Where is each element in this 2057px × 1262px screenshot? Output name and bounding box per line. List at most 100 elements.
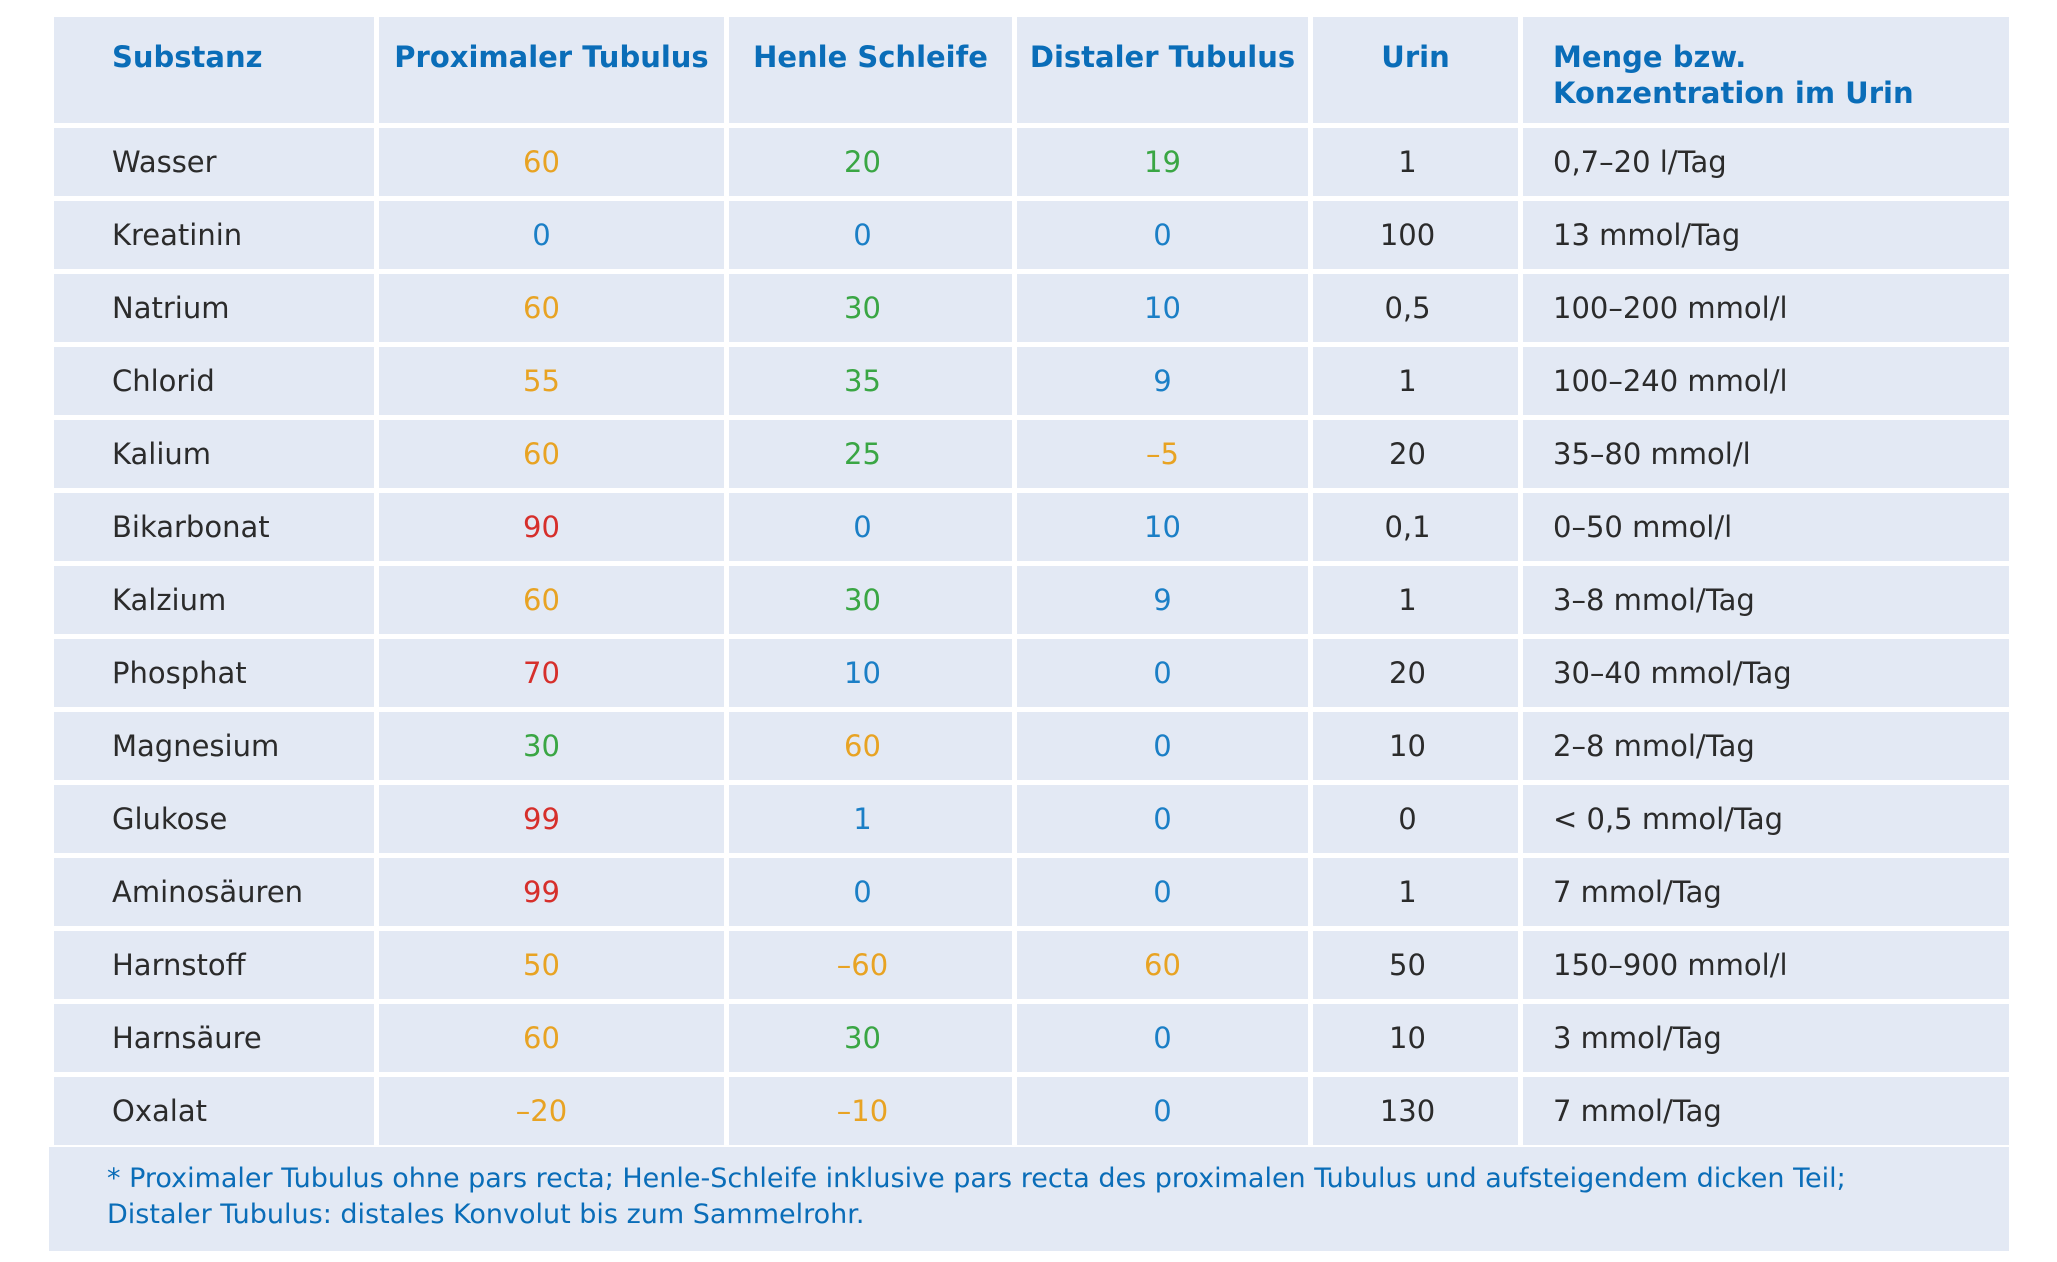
cell-distal: 0 — [1012, 853, 1313, 931]
header-substanz: Substanz — [49, 12, 379, 128]
cell-proximal: 60 — [374, 269, 729, 347]
cell-distal: 19 — [1012, 123, 1313, 201]
cell-proximal: 30 — [374, 707, 729, 785]
cell-distal: 0 — [1012, 634, 1313, 712]
cell-urin: 1 — [1308, 342, 1523, 420]
cell-substanz: Harnstoff — [49, 926, 379, 1004]
header-menge: Menge bzw. Konzentration im Urin — [1518, 12, 2014, 128]
table-row: Kalium 60 25 –5 20 35–80 mmol/l — [49, 415, 2014, 493]
table-row: Chlorid 55 35 9 1 100–240 mmol/l — [49, 342, 2014, 420]
cell-proximal: 60 — [374, 415, 729, 493]
cell-distal: 0 — [1012, 707, 1313, 785]
cell-menge: 3 mmol/Tag — [1518, 999, 2014, 1077]
cell-distal: 0 — [1012, 1072, 1313, 1150]
header-distal: Distaler Tubulus — [1012, 12, 1313, 128]
cell-distal: 0 — [1012, 999, 1313, 1077]
cell-proximal: 0 — [374, 196, 729, 274]
table-row: Harnstoff 50 –60 60 50 150–900 mmol/l — [49, 926, 2014, 1004]
cell-menge: 7 mmol/Tag — [1518, 1072, 2014, 1150]
footnote: * Proximaler Tubulus ohne pars recta; He… — [49, 1147, 2009, 1251]
cell-substanz: Chlorid — [49, 342, 379, 420]
table-row: Bikarbonat 90 0 10 0,1 0–50 mmol/l — [49, 488, 2014, 566]
cell-henle: 30 — [724, 561, 1017, 639]
cell-proximal: 50 — [374, 926, 729, 1004]
table-row: Kalzium 60 30 9 1 3–8 mmol/Tag — [49, 561, 2014, 639]
cell-substanz: Kreatinin — [49, 196, 379, 274]
cell-henle: 0 — [724, 196, 1017, 274]
cell-distal: 60 — [1012, 926, 1313, 1004]
table-row: Magnesium 30 60 0 10 2–8 mmol/Tag — [49, 707, 2014, 785]
table-row: Aminosäuren 99 0 0 1 7 mmol/Tag — [49, 853, 2014, 931]
cell-menge: 13 mmol/Tag — [1518, 196, 2014, 274]
cell-urin: 0 — [1308, 780, 1523, 858]
cell-henle: 10 — [724, 634, 1017, 712]
cell-substanz: Harnsäure — [49, 999, 379, 1077]
cell-substanz: Bikarbonat — [49, 488, 379, 566]
cell-urin: 10 — [1308, 999, 1523, 1077]
cell-urin: 1 — [1308, 561, 1523, 639]
cell-substanz: Glukose — [49, 780, 379, 858]
cell-distal: 0 — [1012, 780, 1313, 858]
cell-substanz: Kalium — [49, 415, 379, 493]
cell-urin: 20 — [1308, 415, 1523, 493]
cell-substanz: Kalzium — [49, 561, 379, 639]
cell-substanz: Oxalat — [49, 1072, 379, 1150]
cell-henle: 25 — [724, 415, 1017, 493]
cell-urin: 1 — [1308, 123, 1523, 201]
cell-menge: 35–80 mmol/l — [1518, 415, 2014, 493]
cell-proximal: 99 — [374, 853, 729, 931]
header-proximal: Proximaler Tubulus — [374, 12, 729, 128]
cell-henle: –60 — [724, 926, 1017, 1004]
cell-distal: 9 — [1012, 561, 1313, 639]
reabsorption-table: Substanz Proximaler Tubulus Henle Schlei… — [49, 12, 2014, 1150]
cell-distal: 0 — [1012, 196, 1313, 274]
cell-menge: 3–8 mmol/Tag — [1518, 561, 2014, 639]
cell-henle: 30 — [724, 269, 1017, 347]
cell-substanz: Magnesium — [49, 707, 379, 785]
cell-henle: 0 — [724, 853, 1017, 931]
cell-urin: 50 — [1308, 926, 1523, 1004]
cell-distal: 9 — [1012, 342, 1313, 420]
cell-distal: 10 — [1012, 488, 1313, 566]
cell-menge: 100–200 mmol/l — [1518, 269, 2014, 347]
cell-henle: –10 — [724, 1072, 1017, 1150]
table-row: Kreatinin 0 0 0 100 13 mmol/Tag — [49, 196, 2014, 274]
cell-urin: 0,1 — [1308, 488, 1523, 566]
footnote-line-2: Distaler Tubulus: distales Konvolut bis … — [107, 1199, 865, 1230]
cell-henle: 30 — [724, 999, 1017, 1077]
cell-henle: 20 — [724, 123, 1017, 201]
cell-henle: 0 — [724, 488, 1017, 566]
cell-menge: 100–240 mmol/l — [1518, 342, 2014, 420]
table-row: Harnsäure 60 30 0 10 3 mmol/Tag — [49, 999, 2014, 1077]
cell-substanz: Phosphat — [49, 634, 379, 712]
cell-substanz: Wasser — [49, 123, 379, 201]
table-row: Oxalat –20 –10 0 130 7 mmol/Tag — [49, 1072, 2014, 1150]
cell-urin: 100 — [1308, 196, 1523, 274]
cell-proximal: –20 — [374, 1072, 729, 1150]
cell-menge: 150–900 mmol/l — [1518, 926, 2014, 1004]
header-henle: Henle Schleife — [724, 12, 1017, 128]
cell-urin: 0,5 — [1308, 269, 1523, 347]
cell-menge: 30–40 mmol/Tag — [1518, 634, 2014, 712]
cell-menge: 0,7–20 l/Tag — [1518, 123, 2014, 201]
cell-henle: 1 — [724, 780, 1017, 858]
cell-urin: 130 — [1308, 1072, 1523, 1150]
cell-proximal: 60 — [374, 999, 729, 1077]
table-body: Wasser 60 20 19 1 0,7–20 l/Tag Kreatinin 0 0 0 100… — [49, 123, 2014, 1150]
cell-distal: 10 — [1012, 269, 1313, 347]
header-row: Substanz Proximaler Tubulus Henle Schlei… — [49, 12, 2014, 128]
table-row: Wasser 60 20 19 1 0,7–20 l/Tag — [49, 123, 2014, 201]
cell-proximal: 90 — [374, 488, 729, 566]
cell-substanz: Aminosäuren — [49, 853, 379, 931]
cell-menge: < 0,5 mmol/Tag — [1518, 780, 2014, 858]
cell-menge: 2–8 mmol/Tag — [1518, 707, 2014, 785]
footnote-line-1: * Proximaler Tubulus ohne pars recta; He… — [107, 1163, 1846, 1194]
cell-urin: 20 — [1308, 634, 1523, 712]
reabsorption-table-container: Substanz Proximaler Tubulus Henle Schlei… — [49, 12, 2014, 1150]
cell-proximal: 60 — [374, 123, 729, 201]
cell-menge: 0–50 mmol/l — [1518, 488, 2014, 566]
table-row: Glukose 99 1 0 0 < 0,5 mmol/Tag — [49, 780, 2014, 858]
cell-menge: 7 mmol/Tag — [1518, 853, 2014, 931]
cell-urin: 1 — [1308, 853, 1523, 931]
cell-henle: 60 — [724, 707, 1017, 785]
